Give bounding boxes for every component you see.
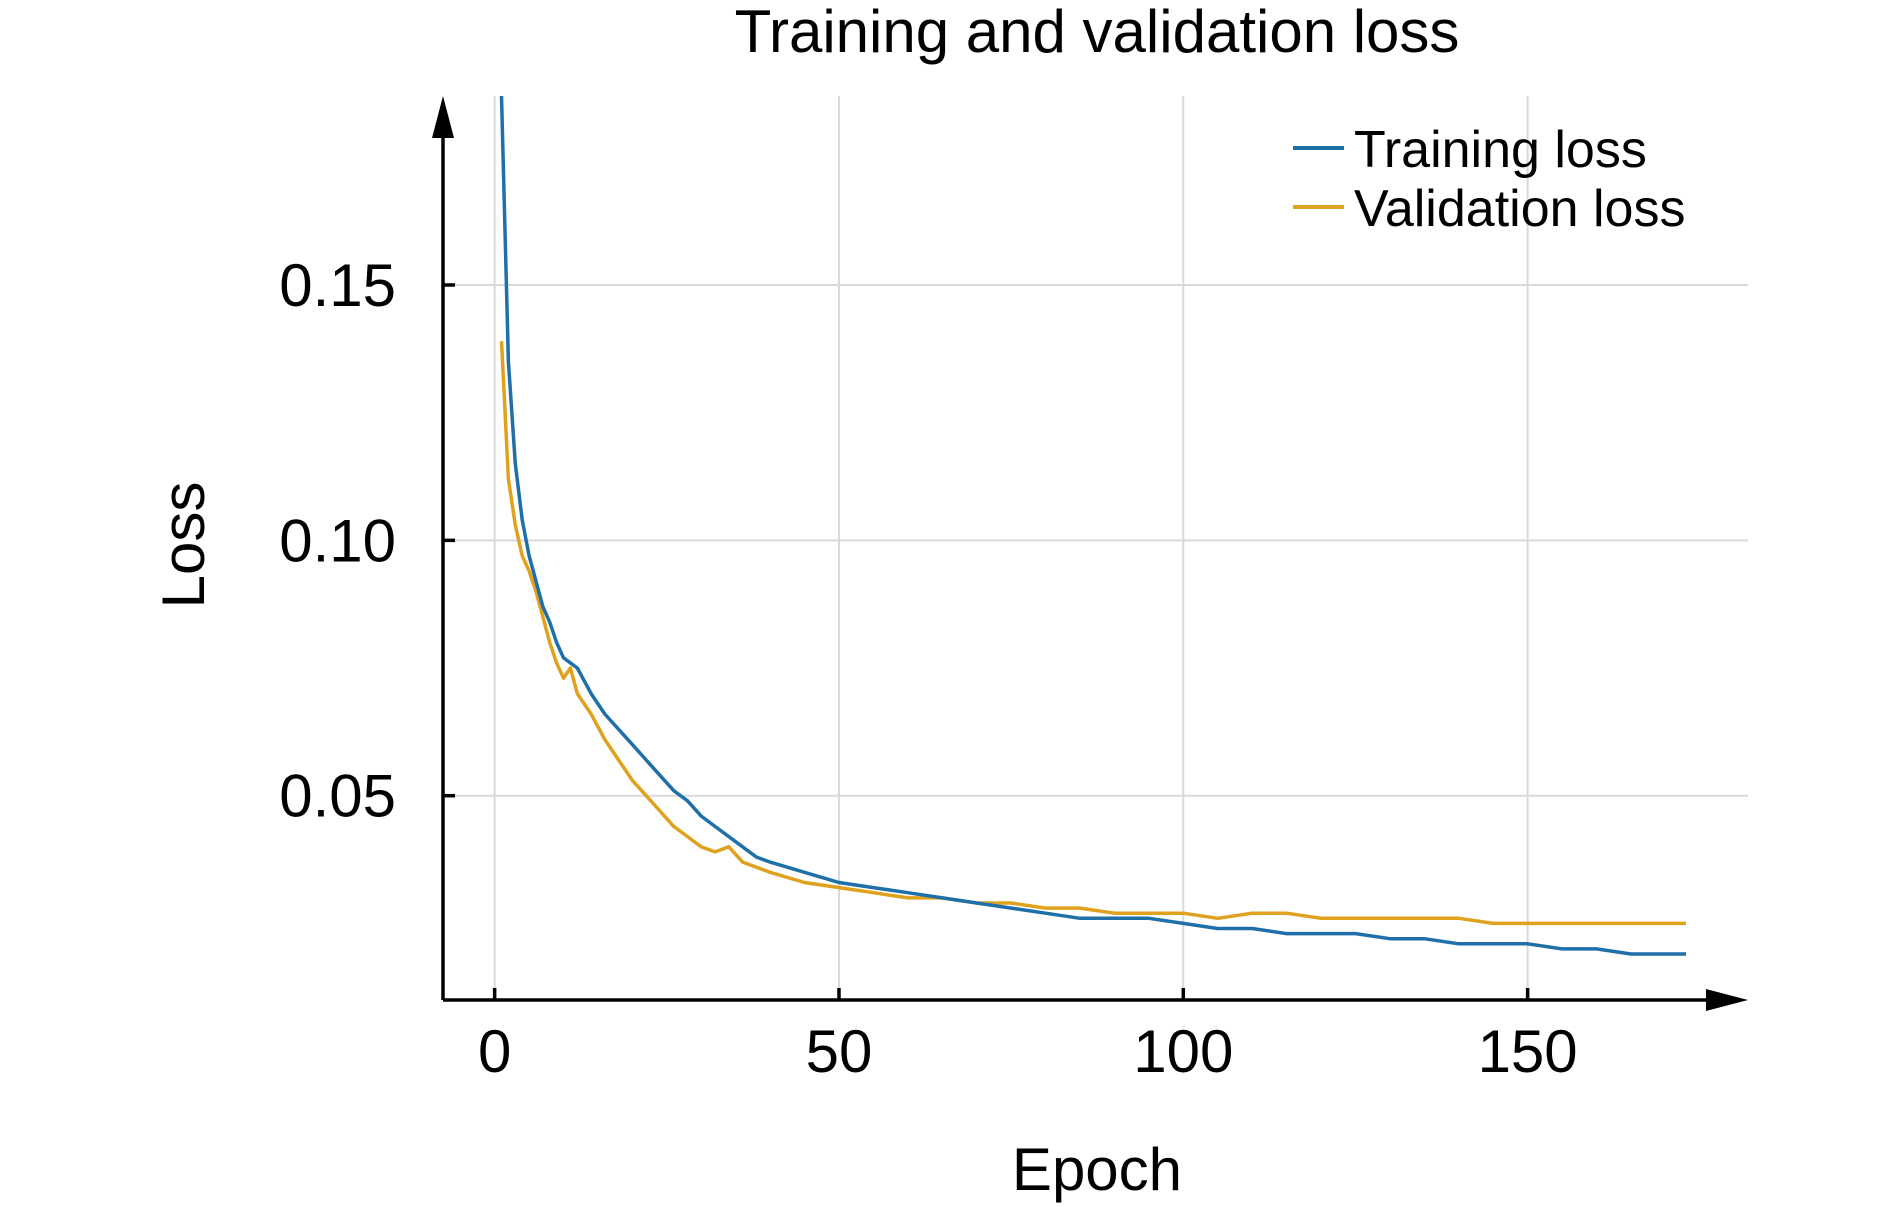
series-line-training-loss [499,95,1686,956]
x-tick-label: 100 [1133,1018,1233,1085]
legend-label-training: Training loss [1354,121,1647,179]
chart-title: Training and validation loss [735,0,1460,65]
y-tick-label: 0.10 [279,507,396,574]
ticks: 0 50 100 150 0.05 0.10 0.15 [279,252,1577,1085]
x-tick-label: 0 [478,1018,511,1085]
series-line-validation-loss [499,341,1686,926]
x-tick-label: 150 [1478,1018,1578,1085]
y-axis-title: Loss [150,482,217,609]
legend: Training loss Validation loss [1293,121,1685,238]
y-tick-label: 0.15 [279,252,396,319]
y-tick-label: 0.05 [279,763,396,830]
legend-label-validation: Validation loss [1354,180,1685,238]
x-axis-title: Epoch [1012,1136,1182,1203]
series-layer [499,95,1686,956]
x-tick-label: 50 [806,1018,873,1085]
axes [432,96,1748,1011]
x-axis-arrow [1706,989,1748,1011]
y-axis-arrow [432,96,454,138]
grid [443,96,1748,1000]
